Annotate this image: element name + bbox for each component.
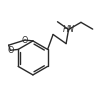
Text: HN: HN — [63, 25, 75, 34]
Text: O: O — [7, 46, 13, 55]
Text: O: O — [22, 36, 28, 45]
